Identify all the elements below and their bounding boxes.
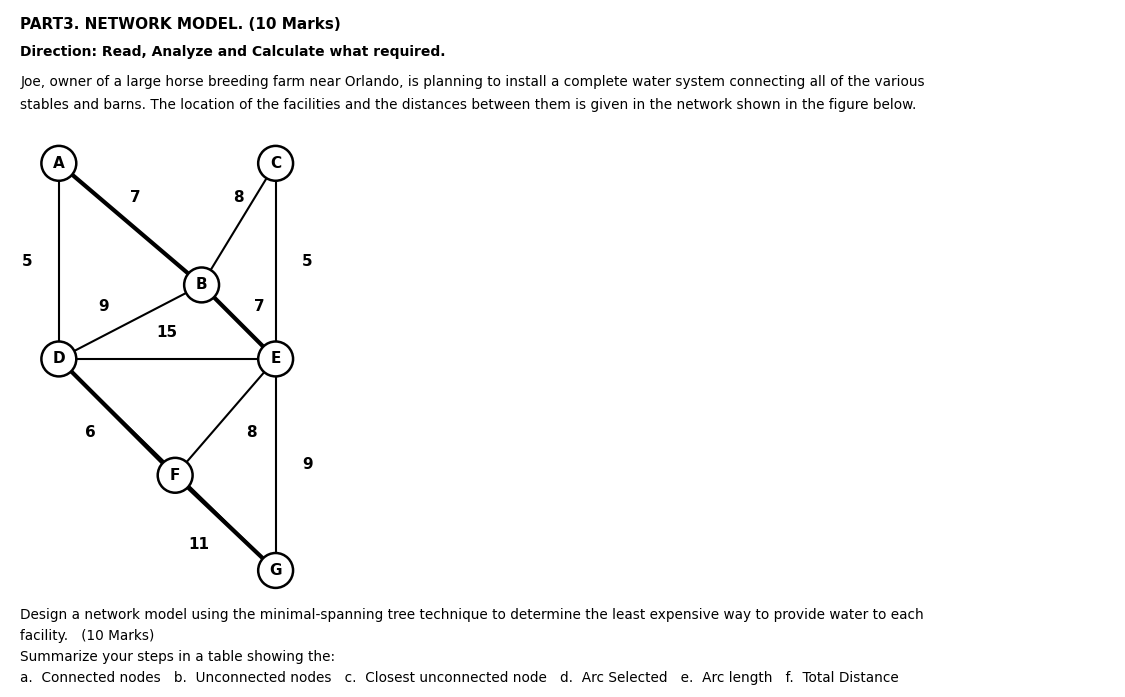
Text: Joe, owner of a large horse breeding farm near Orlando, is planning to install a: Joe, owner of a large horse breeding far… [20, 75, 925, 89]
Circle shape [42, 342, 76, 376]
Text: facility.   (10 Marks): facility. (10 Marks) [20, 629, 154, 643]
Circle shape [258, 146, 294, 181]
Text: E: E [270, 351, 281, 367]
Text: a.  Connected nodes   b.  Unconnected nodes   c.  Closest unconnected node   d. : a. Connected nodes b. Unconnected nodes … [20, 671, 899, 684]
Text: G: G [269, 563, 282, 578]
Text: 6: 6 [86, 425, 96, 441]
Text: 15: 15 [156, 325, 178, 340]
Circle shape [158, 458, 192, 493]
Text: 7: 7 [254, 298, 266, 314]
Text: stables and barns. The location of the facilities and the distances between them: stables and barns. The location of the f… [20, 98, 917, 112]
Text: Design a network model using the minimal-spanning tree technique to determine th: Design a network model using the minimal… [20, 608, 924, 622]
Text: 5: 5 [302, 254, 313, 268]
Text: 7: 7 [130, 190, 141, 205]
Text: 9: 9 [302, 457, 313, 472]
Circle shape [258, 553, 294, 588]
Text: C: C [270, 156, 281, 171]
Text: 11: 11 [189, 537, 209, 551]
Text: 9: 9 [99, 298, 109, 314]
Text: Direction: Read, Analyze and Calculate what required.: Direction: Read, Analyze and Calculate w… [20, 45, 446, 59]
Text: Summarize your steps in a table showing the:: Summarize your steps in a table showing … [20, 650, 335, 664]
Text: 5: 5 [21, 254, 33, 268]
Circle shape [258, 342, 294, 376]
Text: B: B [196, 277, 207, 293]
Text: PART3. NETWORK MODEL. (10 Marks): PART3. NETWORK MODEL. (10 Marks) [20, 17, 341, 33]
Text: A: A [53, 156, 65, 171]
Circle shape [42, 146, 76, 181]
Text: D: D [53, 351, 65, 367]
Text: 8: 8 [246, 425, 258, 441]
Circle shape [184, 268, 219, 302]
Text: F: F [170, 468, 180, 483]
Text: 8: 8 [233, 190, 244, 205]
